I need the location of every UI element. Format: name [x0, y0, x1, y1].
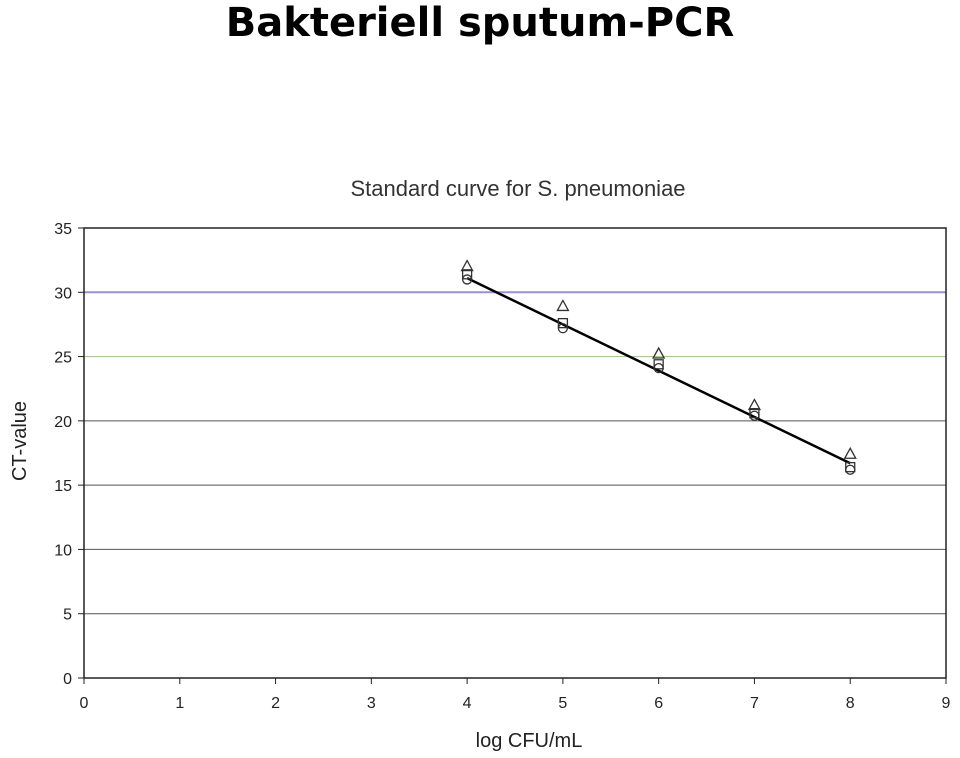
y-tick-label-10: 10	[54, 542, 72, 559]
x-tick-label-9: 9	[942, 695, 951, 712]
trendline-group	[466, 277, 851, 465]
circle-marker-5	[557, 323, 569, 334]
x-tick-label-7: 7	[750, 695, 759, 712]
triangle-marker-7	[747, 398, 762, 411]
square-marker-7	[749, 407, 760, 419]
y-tick-label-15: 15	[54, 478, 72, 495]
y-tick-label-35: 35	[54, 221, 72, 238]
y-tick-label-25: 25	[54, 350, 72, 367]
x-tick-label-0: 0	[80, 695, 89, 712]
x-tick-label-3: 3	[367, 695, 376, 712]
x-axis-label: log CFU/mL	[476, 730, 583, 752]
x-tick-label-4: 4	[463, 695, 472, 712]
tick-labels: 0 5 10 15 20 25 30 35 0 1 2 3 4 5 6 7 8 9	[54, 221, 950, 712]
square-marker-6	[653, 359, 664, 370]
data-markers	[460, 259, 857, 475]
circle-marker-7	[749, 410, 760, 421]
x-tick-label-5: 5	[558, 695, 567, 712]
y-tick-label-20: 20	[54, 414, 72, 431]
square-marker-5	[557, 317, 569, 329]
x-tick-label-2: 2	[271, 695, 280, 712]
triangle-marker-8	[843, 446, 857, 459]
square-marker-4	[461, 269, 473, 280]
circle-marker-6	[653, 362, 664, 374]
trendline	[466, 277, 851, 465]
triangle-marker-5	[556, 299, 570, 312]
x-tick-label-8: 8	[846, 695, 855, 712]
plot-frame	[83, 227, 947, 679]
y-tick-label-30: 30	[54, 285, 72, 302]
y-tick-label-0: 0	[63, 671, 72, 688]
chart-title: Standard curve for S. pneumoniae	[350, 176, 686, 201]
y-tick-label-5: 5	[63, 607, 72, 624]
triangle-marker-6	[652, 346, 666, 359]
x-tick-label-6: 6	[654, 695, 663, 712]
triangle-marker-4	[460, 259, 474, 272]
circle-marker-4	[461, 274, 473, 285]
slide-title: Bakteriell sputum-PCR	[225, 0, 735, 46]
circle-marker-8	[845, 464, 856, 475]
x-tick-label-1: 1	[175, 695, 184, 712]
y-axis-label: CT-value	[9, 401, 31, 481]
grid-lines	[84, 291, 946, 615]
square-marker-8	[845, 461, 856, 473]
